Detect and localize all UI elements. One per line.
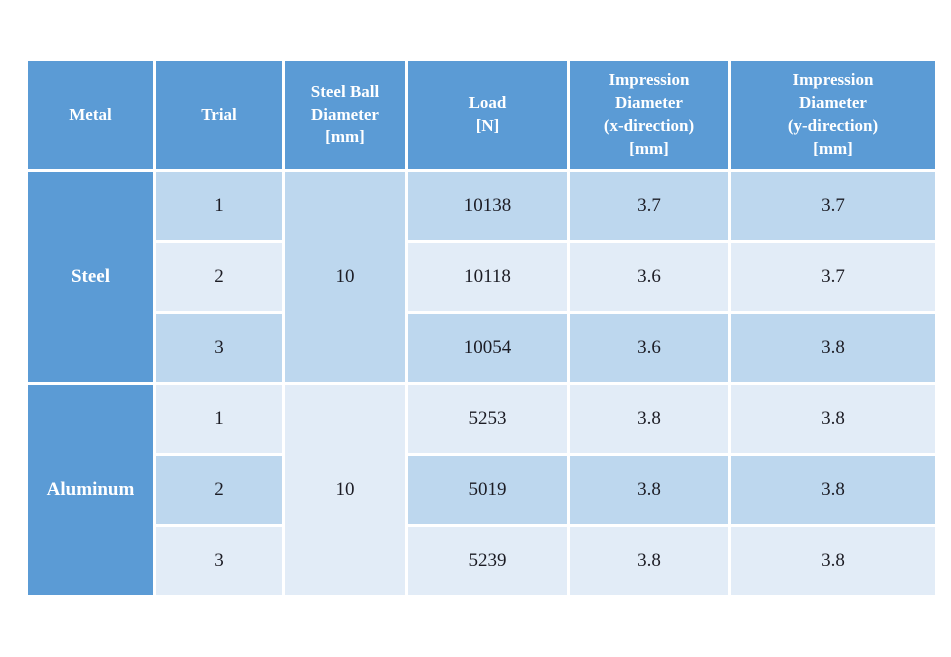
cell-trial: 2 bbox=[153, 453, 285, 527]
cell-impression-x: 3.7 bbox=[567, 169, 731, 243]
cell-trial: 1 bbox=[153, 382, 285, 456]
hardness-test-table: Metal Trial Steel Ball Diameter [mm] Loa… bbox=[25, 58, 938, 598]
column-header-trial: Trial bbox=[153, 58, 285, 172]
cell-trial: 3 bbox=[153, 311, 285, 385]
cell-impression-x: 3.8 bbox=[567, 453, 731, 527]
cell-load: 5239 bbox=[405, 524, 570, 598]
cell-impression-x: 3.6 bbox=[567, 240, 731, 314]
column-header-impression-x: Impression Diameter (x-direction) [mm] bbox=[567, 58, 731, 172]
cell-impression-y: 3.8 bbox=[728, 311, 938, 385]
cell-load: 10138 bbox=[405, 169, 570, 243]
cell-impression-y: 3.8 bbox=[728, 524, 938, 598]
cell-impression-y: 3.8 bbox=[728, 453, 938, 527]
cell-trial: 1 bbox=[153, 169, 285, 243]
table-row-steel-3: 3 10054 3.6 3.8 bbox=[27, 311, 938, 385]
cell-impression-x: 3.8 bbox=[567, 524, 731, 598]
cell-load: 10054 bbox=[405, 311, 570, 385]
table-header-row: Metal Trial Steel Ball Diameter [mm] Loa… bbox=[25, 58, 938, 172]
table-row-aluminum-3: 3 5239 3.8 3.8 bbox=[27, 524, 938, 598]
cell-trial: 2 bbox=[153, 240, 285, 314]
cell-metal-steel: Steel bbox=[25, 169, 156, 385]
cell-impression-y: 3.7 bbox=[728, 240, 938, 314]
cell-load: 5253 bbox=[405, 382, 570, 456]
cell-metal-aluminum: Aluminum bbox=[25, 382, 156, 598]
cell-impression-x: 3.6 bbox=[567, 311, 731, 385]
cell-trial: 3 bbox=[153, 524, 285, 598]
cell-load: 10118 bbox=[405, 240, 570, 314]
column-header-metal: Metal bbox=[25, 58, 156, 172]
table-row-aluminum-1: Aluminum 1 10 5253 3.8 3.8 bbox=[25, 382, 938, 598]
table-row-steel-2: 2 10118 3.6 3.7 bbox=[27, 240, 938, 314]
cell-impression-y: 3.7 bbox=[728, 169, 938, 243]
cell-load: 5019 bbox=[405, 453, 570, 527]
column-header-load: Load [N] bbox=[405, 58, 570, 172]
cell-ball-diameter-steel: 10 bbox=[282, 169, 408, 385]
table-row-steel-1: Steel 1 10 10138 3.7 3.7 bbox=[25, 169, 938, 385]
cell-impression-x: 3.8 bbox=[567, 382, 731, 456]
cell-ball-diameter-aluminum: 10 bbox=[282, 382, 408, 598]
column-header-ball-diameter: Steel Ball Diameter [mm] bbox=[282, 58, 408, 172]
cell-impression-y: 3.8 bbox=[728, 382, 938, 456]
column-header-impression-y: Impression Diameter (y-direction) [mm] bbox=[728, 58, 938, 172]
table-row-aluminum-2: 2 5019 3.8 3.8 bbox=[27, 453, 938, 527]
